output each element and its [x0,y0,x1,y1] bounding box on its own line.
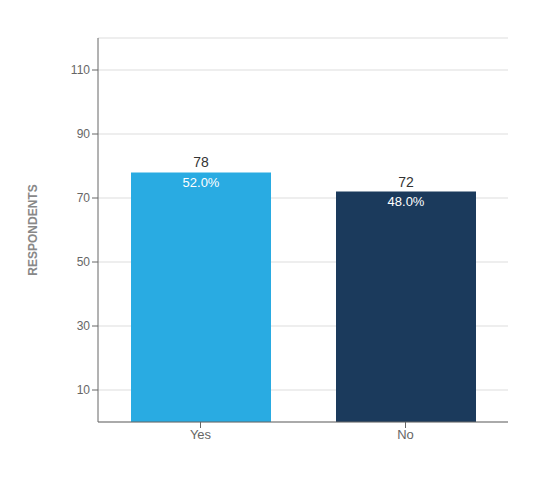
svg-text:48.0%: 48.0% [388,194,425,209]
svg-text:Yes: Yes [190,427,212,442]
svg-text:70: 70 [77,191,91,205]
svg-text:110: 110 [71,63,90,77]
svg-text:90: 90 [77,127,91,141]
svg-text:50: 50 [77,255,91,269]
svg-text:10: 10 [77,383,91,397]
svg-text:72: 72 [398,174,414,190]
svg-text:52.0%: 52.0% [183,175,220,190]
svg-text:No: No [397,427,414,442]
svg-text:78: 78 [193,154,209,170]
svg-text:30: 30 [77,319,91,333]
svg-text:RESPONDENTS: RESPONDENTS [26,184,40,275]
